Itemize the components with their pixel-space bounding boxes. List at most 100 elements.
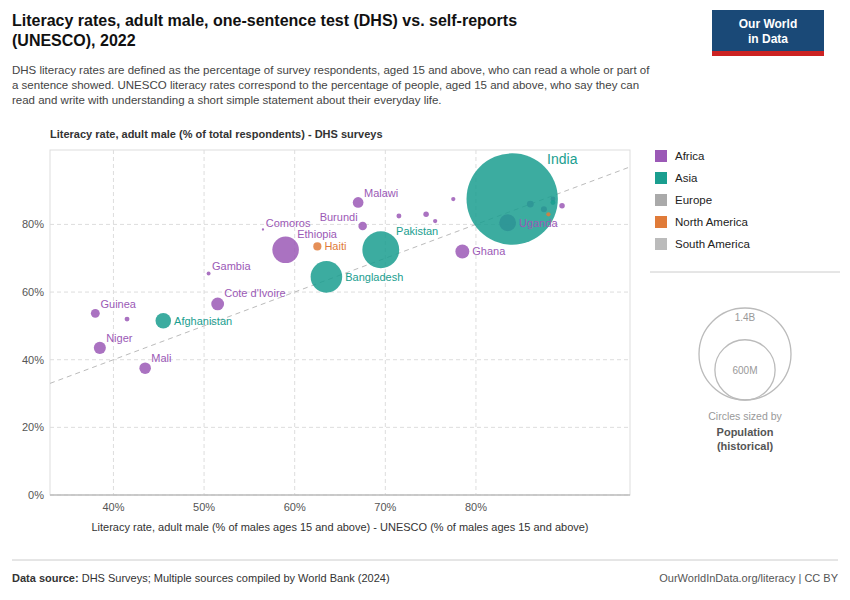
subtitle-line: a sentence showed. UNESCO literacy rates… bbox=[12, 79, 639, 91]
legend-swatch bbox=[655, 172, 667, 184]
bubble bbox=[353, 197, 364, 208]
source-label: Data source: bbox=[12, 572, 79, 584]
logo-stripe bbox=[712, 51, 824, 56]
point-label: Afghanistan bbox=[174, 315, 232, 327]
bubble bbox=[211, 298, 224, 311]
chart-svg: Literacy rates, adult male, one-sentence… bbox=[0, 0, 850, 600]
bubble bbox=[262, 228, 264, 230]
bubble bbox=[358, 222, 367, 231]
bubble bbox=[125, 317, 130, 322]
bubble bbox=[396, 213, 401, 218]
point-label: Gambia bbox=[212, 260, 251, 272]
bubble bbox=[139, 362, 151, 374]
grid-line-y bbox=[50, 495, 630, 496]
point-labels: India Pakistan Bangladesh Ethiopia Uganda Afg… bbox=[101, 151, 578, 364]
chart-container: Literacy rates, adult male, one-sentence… bbox=[0, 0, 850, 600]
legend: Africa Asia Europe North America South Ameri… bbox=[655, 150, 750, 250]
grid-line-y bbox=[50, 292, 630, 293]
title: Literacy rates, adult male, one-sentence… bbox=[12, 12, 517, 49]
legend-swatch bbox=[655, 216, 667, 228]
url: OurWorldInData.org/literacy | CC BY bbox=[659, 572, 838, 584]
bubble bbox=[94, 342, 106, 354]
bubble bbox=[451, 197, 455, 201]
y-tick-label: 80% bbox=[22, 218, 44, 230]
grid-line-x bbox=[385, 150, 386, 495]
x-tick-label: 60% bbox=[284, 501, 306, 513]
point-label: Niger bbox=[106, 332, 133, 344]
size-legend-name: Population (historical) bbox=[717, 426, 774, 452]
y-tick-label: 0% bbox=[28, 489, 44, 501]
point-label: Ghana bbox=[472, 245, 506, 257]
title-line: (UNESCO), 2022 bbox=[12, 32, 136, 49]
bubble bbox=[313, 242, 321, 250]
x-axis-line bbox=[50, 495, 630, 496]
bubble bbox=[156, 313, 172, 329]
bubble bbox=[311, 261, 343, 293]
bubble bbox=[207, 272, 211, 276]
subtitle-line: DHS literacy rates are defined as the pe… bbox=[12, 64, 650, 76]
point-label: Malawi bbox=[364, 187, 398, 199]
legend-label: South America bbox=[675, 238, 750, 250]
y-tick-label: 60% bbox=[22, 286, 44, 298]
bubble bbox=[362, 231, 399, 268]
subtitle: DHS literacy rates are defined as the pe… bbox=[12, 64, 650, 106]
size-legend-circle bbox=[699, 308, 791, 400]
title-line: Literacy rates, adult male, one-sentence… bbox=[12, 12, 517, 29]
legend-label: North America bbox=[675, 216, 748, 228]
y-axis-label: Literacy rate, adult male (% of total re… bbox=[50, 128, 383, 140]
point-label: Uganda bbox=[519, 217, 558, 229]
bubble bbox=[423, 212, 428, 217]
logo-text: in Data bbox=[748, 32, 788, 46]
legend-label: Asia bbox=[675, 172, 698, 184]
x-tick-label: 70% bbox=[374, 501, 396, 513]
subtitle-line: read and write with understanding a shor… bbox=[12, 94, 442, 106]
size-legend-title: Circles sized by bbox=[708, 410, 782, 422]
bubble bbox=[551, 200, 556, 205]
point-label: Haiti bbox=[324, 240, 346, 252]
point-label: India bbox=[547, 151, 578, 167]
point-label: Cote d'Ivoire bbox=[224, 287, 285, 299]
y-tick-label: 40% bbox=[22, 354, 44, 366]
size-legend-name-line: (historical) bbox=[717, 440, 774, 452]
x-tick-label: 40% bbox=[102, 501, 124, 513]
source-text: DHS Surveys; Multiple sources compiled b… bbox=[79, 572, 390, 584]
x-tick-label: 80% bbox=[465, 501, 487, 513]
footer-separator bbox=[12, 560, 838, 561]
point-label: Guinea bbox=[101, 298, 137, 310]
grid bbox=[50, 150, 630, 495]
point-label: Ethiopia bbox=[297, 228, 338, 240]
plot-frame bbox=[50, 150, 630, 495]
logo-text: Our World bbox=[739, 17, 797, 31]
logo: Our Worldin Data bbox=[712, 10, 824, 56]
point-label: Pakistan bbox=[396, 225, 438, 237]
bubble bbox=[559, 203, 564, 208]
legend-separator bbox=[650, 272, 840, 273]
bubble bbox=[455, 245, 469, 259]
size-legend-circle bbox=[715, 340, 775, 400]
point-label: Comoros bbox=[266, 217, 311, 229]
size-legend-name-line: Population bbox=[717, 426, 774, 438]
grid-line-x bbox=[294, 150, 295, 495]
source: Data source: DHS Surveys; Multiple sourc… bbox=[12, 572, 390, 584]
grid-line-y bbox=[50, 359, 630, 360]
point-label: Bangladesh bbox=[345, 271, 403, 283]
bubble bbox=[433, 219, 437, 223]
legend-label: Africa bbox=[675, 150, 705, 162]
x-axis-label: Literacy rate, adult male (% of males ag… bbox=[91, 521, 588, 533]
point-label: Mali bbox=[151, 352, 171, 364]
legend-swatch bbox=[655, 150, 667, 162]
point-label: Burundi bbox=[320, 211, 358, 223]
y-tick-label: 20% bbox=[22, 421, 44, 433]
x-tick-label: 50% bbox=[193, 501, 215, 513]
legend-swatch bbox=[655, 238, 667, 250]
marks bbox=[50, 153, 630, 383]
background bbox=[0, 0, 850, 600]
size-legend-label: 1.4B bbox=[735, 312, 756, 323]
size-legend: 1.4B600MCircles sized byPopulation(histo… bbox=[699, 308, 791, 452]
grid-line-y bbox=[50, 427, 630, 428]
logo-box bbox=[712, 10, 824, 56]
bubble bbox=[272, 236, 299, 263]
legend-label: Europe bbox=[675, 194, 712, 206]
grid-line-x bbox=[113, 150, 114, 495]
legend-swatch bbox=[655, 194, 667, 206]
